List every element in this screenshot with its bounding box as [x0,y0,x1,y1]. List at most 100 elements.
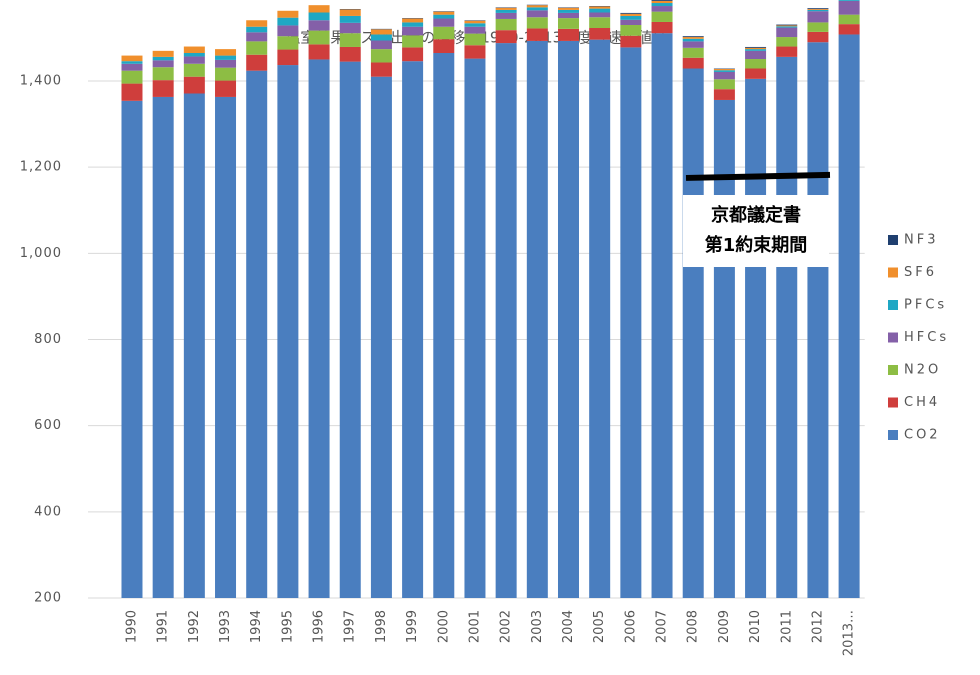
bar-segment [620,24,642,36]
legend-swatch [888,235,898,245]
bar-segment [495,30,517,44]
bar-segment [464,45,486,59]
bar-segment [277,17,299,26]
x-tick-label: 1999 [405,610,420,643]
x-tick-label: 2002 [499,610,514,643]
bar-segment [557,9,579,13]
bar-segment [339,33,361,47]
y-tick-label: 1,200 [20,160,62,175]
bar-segment [121,61,143,64]
bar-segment [215,80,237,97]
bar-segment [651,6,673,12]
bar-segment [526,5,548,8]
bar-segment [402,47,424,62]
bar-segment [308,59,330,599]
bar-segment [433,26,455,40]
y-tick-label: 1,000 [20,246,62,261]
bar-segment [121,55,143,62]
y-tick-label: 400 [34,504,62,519]
y-tick-label: 800 [34,332,62,347]
bar-segment [370,62,392,77]
bar-segment [838,24,860,35]
bar-segment [776,46,798,57]
bar-segment [807,9,829,12]
bar-segment [807,9,829,10]
bar-segment [713,89,735,100]
bar-segment [776,26,798,28]
bar-segment [745,47,767,50]
bar-segment [121,100,143,599]
bar-segment [121,63,143,71]
x-tick-label: 2011 [779,610,794,643]
bar-segment [215,67,237,81]
bar-segment [589,12,611,18]
x-tick-label: 1993 [218,610,233,643]
x-tick-label: 1995 [280,610,295,643]
bar-segment [246,41,268,55]
bar-segment [433,52,455,598]
bar-segment [526,17,548,29]
bar-segment [433,11,455,15]
x-tick-label: 1992 [187,610,202,643]
bar-segment [776,25,798,27]
bar-segment [370,40,392,50]
bar-segment [838,0,860,1]
bar-segment [121,83,143,101]
bar-segment [370,29,392,35]
bar-segment [589,8,611,13]
bar-segment [402,26,424,36]
bar-segment [620,12,642,14]
x-tick-label: 2001 [467,610,482,643]
bar-segment [526,40,548,599]
bar-segment [526,7,548,11]
x-tick-label: 1994 [249,610,264,643]
bar-segment [183,56,205,64]
legend-swatch [888,430,898,440]
bar-segment [246,54,268,71]
bar-segment [215,96,237,599]
bar-segment [246,70,268,598]
legend-label: SF6 [904,265,937,280]
bar-segment [589,17,611,29]
bar-segment [713,71,735,80]
bar-segment [464,20,486,24]
bar-segment [495,9,517,13]
bar-segment [370,34,392,41]
bar-segment [339,9,361,16]
x-tick-label: 2003 [530,610,545,643]
bar-segment [464,26,486,34]
bar-segment [152,96,174,599]
bar-segment [776,56,798,598]
bar-segment [183,52,205,57]
bar-segment [838,34,860,599]
y-tick-label: 1,400 [20,74,62,89]
bar-segment [215,59,237,68]
legend-label: PFCs [904,298,947,313]
bar-segment [495,12,517,19]
bar-segment [433,18,455,27]
bar-segment [183,93,205,598]
bar-segment [620,19,642,25]
bar-segment [183,63,205,77]
bar-segment [339,46,361,62]
bar-segment [464,33,486,46]
x-tick-label: 2004 [561,610,576,643]
bar-segment [308,44,330,60]
x-tick-label: 2010 [748,610,763,643]
bar-segment [526,10,548,18]
bar-segment [183,76,205,94]
legend-label: CH4 [904,395,940,410]
bar-segment [339,22,361,34]
bar-segment [838,14,860,25]
bar-segment [651,0,673,4]
bar-segment [557,28,579,41]
bar-segment [277,65,299,599]
y-tick-label: 200 [34,591,62,606]
bar-segment [651,11,673,22]
bar-segment [620,15,642,20]
x-tick-label: 1991 [156,610,171,643]
bar-segment [495,18,517,31]
bar-segment [308,30,330,45]
bar-segment [807,8,829,10]
annotation-box [683,195,829,267]
